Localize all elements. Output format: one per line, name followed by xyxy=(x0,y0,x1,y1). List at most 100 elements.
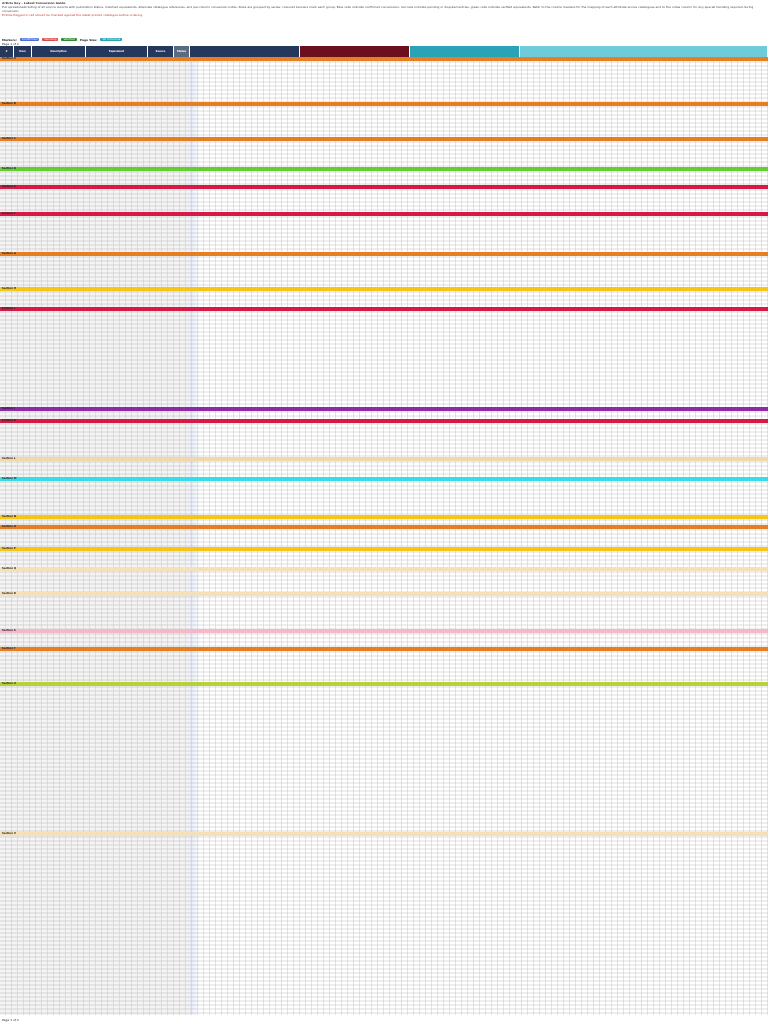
cell-grid xyxy=(0,519,768,525)
legend: Markers: Confirmed Pending Verified Page… xyxy=(2,37,123,42)
cell-grid xyxy=(0,216,768,252)
header-description[interactable]: Description xyxy=(32,46,86,57)
section-label: Section K xyxy=(2,419,16,422)
section-rows xyxy=(0,571,768,592)
section-banner: Section J xyxy=(0,407,768,411)
section-banner: Section T xyxy=(0,647,768,651)
header-equivalent[interactable]: Equivalent xyxy=(86,46,148,57)
intro: Article Key – Latest Conversion Guide Fu… xyxy=(2,1,766,17)
section-label: Section N xyxy=(2,515,16,518)
section-rows xyxy=(0,189,768,212)
section-label: Section T xyxy=(2,647,16,650)
cell-grid xyxy=(0,106,768,137)
cell-grid xyxy=(0,686,768,832)
section-rows xyxy=(0,311,768,407)
intro-title: Article Key – Latest Conversion Guide xyxy=(2,1,66,5)
section-banner: Section A xyxy=(0,57,768,61)
section-banner: Section G xyxy=(0,252,768,256)
section-rows xyxy=(0,411,768,419)
cell-grid xyxy=(0,836,768,1015)
section-label: Section O xyxy=(2,525,17,528)
page-indicator-bottom: Page 1 of 2 xyxy=(2,1018,19,1022)
cell-grid xyxy=(0,291,768,307)
section-rows xyxy=(0,216,768,252)
legend-confirmed[interactable]: Confirmed xyxy=(19,37,40,41)
section-label: Section M xyxy=(2,477,17,480)
header-source[interactable]: Source xyxy=(148,46,174,57)
section-label: Section C xyxy=(2,137,16,140)
cell-grid xyxy=(0,633,768,647)
section-label: Section R xyxy=(2,592,16,595)
table-header: # Item Description Equivalent Source Sta… xyxy=(0,46,768,57)
cell-grid xyxy=(0,189,768,212)
cell-grid xyxy=(0,529,768,547)
section-rows xyxy=(0,423,768,457)
section-rows xyxy=(0,461,768,477)
legend-pending[interactable]: Pending xyxy=(42,37,59,41)
header-group-c[interactable] xyxy=(410,46,520,57)
section-rows xyxy=(0,551,768,567)
section-label: Section G xyxy=(2,252,16,255)
header-status[interactable]: Status xyxy=(174,46,190,57)
cell-grid xyxy=(0,141,768,167)
legend-verified[interactable]: Verified xyxy=(61,37,77,41)
section-banner: Section K xyxy=(0,419,768,423)
section-rows xyxy=(0,686,768,832)
section-banner: Section U xyxy=(0,682,768,686)
header-group-b[interactable] xyxy=(300,46,410,57)
section-rows xyxy=(0,291,768,307)
page-indicator-top: Page 1 of 2 xyxy=(2,42,19,46)
section-banner: Section C xyxy=(0,137,768,141)
cell-grid xyxy=(0,551,768,567)
cell-grid xyxy=(0,256,768,287)
section-banner: Section B xyxy=(0,102,768,106)
section-rows xyxy=(0,256,768,287)
header-group-a[interactable] xyxy=(190,46,300,57)
section-label: Section H xyxy=(2,287,16,290)
section-rows xyxy=(0,141,768,167)
table-body: Section A Section B Section C Section D Sect… xyxy=(0,57,768,1017)
section-rows xyxy=(0,651,768,682)
section-rows xyxy=(0,633,768,647)
section-label: Section B xyxy=(2,102,16,105)
section-banner: Section L xyxy=(0,457,768,461)
cell-grid xyxy=(0,423,768,457)
section-label: Section S xyxy=(2,629,16,632)
legend-label: Markers: xyxy=(2,37,17,42)
legend-all-columns[interactable]: All Columns xyxy=(100,37,123,41)
section-banner: Section H xyxy=(0,287,768,291)
section-label: Section F xyxy=(2,212,16,215)
cell-grid xyxy=(0,596,768,629)
page-size-label: Page Size: xyxy=(79,37,98,42)
section-banner: Section F xyxy=(0,212,768,216)
section-label: Section V xyxy=(2,832,16,835)
cell-grid xyxy=(0,411,768,419)
section-label: Section U xyxy=(2,682,16,685)
section-rows xyxy=(0,481,768,515)
section-rows xyxy=(0,106,768,137)
section-banner: Section D xyxy=(0,167,768,171)
header-number[interactable]: # xyxy=(0,46,14,57)
section-banner: Section P xyxy=(0,547,768,551)
intro-paragraph: Full spreadsheet listing of all source r… xyxy=(2,5,754,13)
section-label: Section E xyxy=(2,185,16,188)
section-label: Section I xyxy=(2,307,15,310)
section-rows xyxy=(0,171,768,185)
cell-grid xyxy=(0,571,768,592)
section-label: Section Q xyxy=(2,567,17,570)
section-label: Section L xyxy=(2,457,16,460)
section-banner: Section S xyxy=(0,629,768,633)
section-rows xyxy=(0,836,768,1015)
section-rows xyxy=(0,519,768,525)
section-rows xyxy=(0,529,768,547)
cell-grid xyxy=(0,171,768,185)
section-banner: Section O xyxy=(0,525,768,529)
section-banner: Section V xyxy=(0,832,768,836)
intro-note: Entries flagged in red should be checked… xyxy=(2,13,144,17)
header-group-d[interactable] xyxy=(520,46,768,57)
header-item[interactable]: Item xyxy=(14,46,32,57)
section-banner: Section N xyxy=(0,515,768,519)
section-banner: Section I xyxy=(0,307,768,311)
section-banner: Section M xyxy=(0,477,768,481)
section-label: Section D xyxy=(2,167,16,170)
